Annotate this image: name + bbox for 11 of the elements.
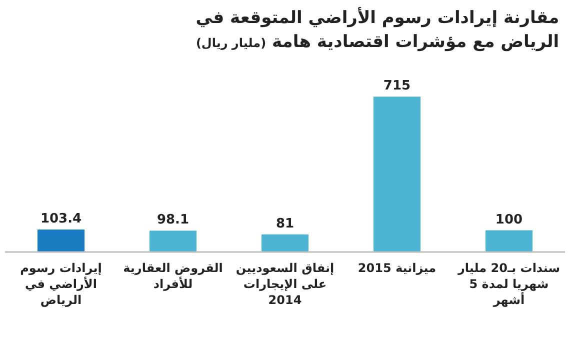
x-tick-label: إنفاق السعوديين على الإيجارات 2014 — [234, 260, 336, 308]
data-label: 100 — [495, 212, 523, 228]
data-label: 81 — [276, 216, 294, 232]
x-tick-label: ميزانية 2015 — [356, 260, 438, 276]
data-label: 98.1 — [156, 212, 190, 228]
chart-subtitle: (مليار ريال) — [196, 36, 266, 50]
x-tick-label: سندات بـ20 مليار شهريا لمدة 5 أشهر — [456, 260, 562, 308]
data-label: 715 — [383, 78, 411, 94]
x-tick-label: إيرادات رسوم الأراضي في الرياض — [19, 260, 103, 308]
data-label: 103.4 — [40, 212, 82, 227]
x-tick-label: القروض العقارية للأفراد — [122, 260, 224, 292]
